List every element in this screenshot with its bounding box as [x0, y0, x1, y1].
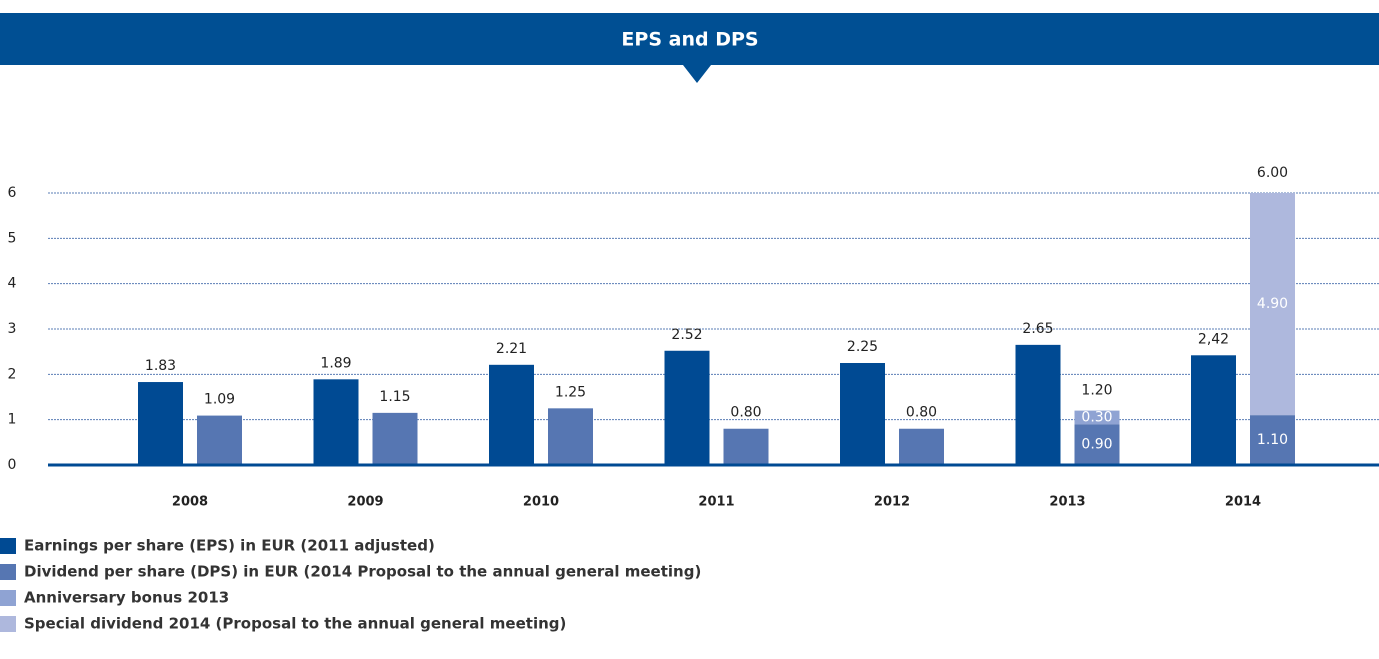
- bar: [1191, 355, 1236, 465]
- x-tick-label: 2013: [1049, 495, 1085, 510]
- y-tick-label: 0: [8, 457, 17, 473]
- title-banner: [0, 13, 1379, 65]
- x-tick-label: 2010: [523, 495, 559, 510]
- bar: [1074, 410, 1120, 425]
- value-label: 0.80: [906, 405, 937, 421]
- x-tick-label: 2009: [347, 495, 383, 510]
- bar: [1250, 193, 1295, 416]
- bar: [1015, 344, 1061, 465]
- bar: [1250, 415, 1295, 465]
- bar: [372, 412, 418, 465]
- bar: [1074, 424, 1120, 465]
- bar: [138, 382, 183, 465]
- y-tick-label: 4: [8, 276, 17, 292]
- value-label: 1.15: [379, 389, 410, 405]
- value-label: 2.21: [496, 341, 527, 357]
- value-label: 1.83: [145, 358, 176, 374]
- value-label: 1.09: [204, 392, 235, 408]
- value-label: 2.25: [847, 339, 878, 355]
- value-label: 0.90: [1081, 437, 1112, 453]
- legend-swatch: [0, 616, 16, 632]
- value-label: 1.25: [555, 384, 586, 400]
- bar: [313, 379, 359, 465]
- bar: [840, 363, 885, 465]
- bar: [664, 350, 710, 465]
- y-tick-label: 1: [8, 412, 17, 428]
- y-tick-label: 2: [8, 366, 17, 382]
- legend-label: Dividend per share (DPS) in EUR (2014 Pr…: [24, 563, 701, 581]
- value-label: 4.90: [1257, 296, 1288, 312]
- x-tick-label: 2008: [172, 495, 208, 510]
- y-tick-label: 3: [8, 321, 17, 337]
- bar: [197, 415, 242, 465]
- total-label: 6.00: [1257, 165, 1288, 181]
- legend-swatch: [0, 564, 16, 580]
- bar: [723, 428, 769, 465]
- legend-label: Earnings per share (EPS) in EUR (2011 ad…: [24, 537, 435, 555]
- bar: [899, 428, 944, 465]
- total-label: 1.20: [1081, 383, 1112, 399]
- bar: [548, 408, 593, 465]
- x-tick-label: 2011: [698, 495, 734, 510]
- value-label: 0.80: [730, 405, 761, 421]
- legend-swatch: [0, 538, 16, 554]
- x-tick-label: 2012: [874, 495, 910, 510]
- value-label: 2,42: [1198, 331, 1229, 347]
- value-label: 1.10: [1257, 432, 1288, 448]
- legend-swatch: [0, 590, 16, 606]
- bar: [489, 364, 534, 465]
- legend-label: Special dividend 2014 (Proposal to the a…: [24, 615, 566, 633]
- value-label: 2.52: [671, 327, 702, 343]
- y-tick-label: 6: [8, 185, 17, 201]
- value-label: 1.89: [320, 355, 351, 371]
- y-tick-label: 5: [8, 230, 17, 246]
- banner-pointer: [683, 65, 711, 83]
- x-tick-label: 2014: [1225, 495, 1261, 510]
- chart-title: EPS and DPS: [621, 29, 758, 51]
- value-label: 0.30: [1081, 409, 1112, 425]
- legend-label: Anniversary bonus 2013: [24, 589, 229, 607]
- value-label: 2.65: [1022, 321, 1053, 337]
